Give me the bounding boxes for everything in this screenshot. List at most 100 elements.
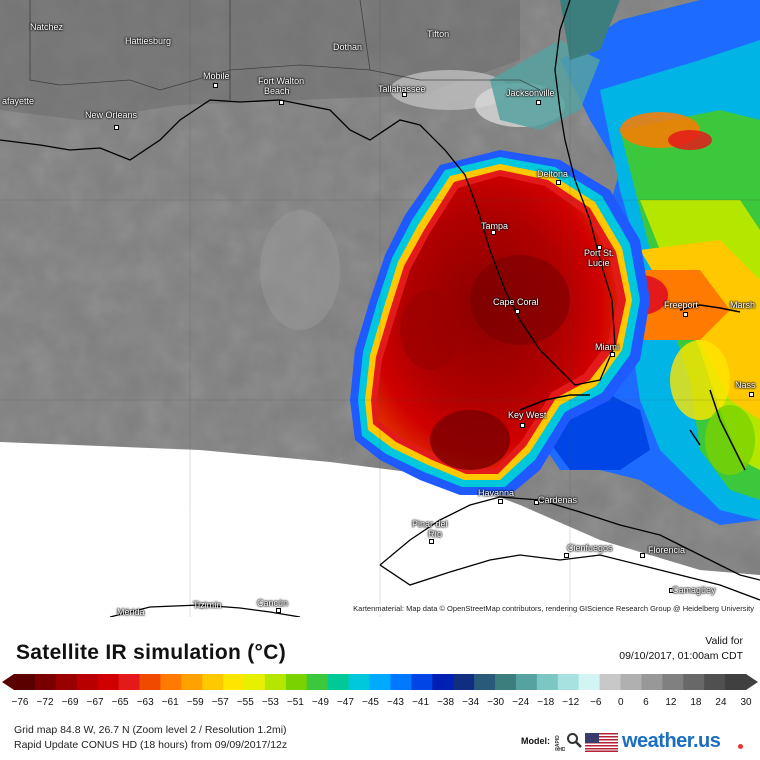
colorbar-tick-label: −53 <box>261 697 279 708</box>
city-dot-jacksonville <box>536 100 541 105</box>
colorbar-tick-label: −76 <box>11 697 29 708</box>
colorbar-tick-label: −34 <box>462 697 480 708</box>
brand-dot-icon <box>738 744 743 749</box>
city-dot-port-st-lucie <box>597 245 602 250</box>
map-canvas <box>0 0 760 617</box>
state-borders <box>29 0 541 100</box>
city-dot-freeport <box>683 312 688 317</box>
colorbar-left-arrow <box>2 674 14 690</box>
page-title: Satellite IR simulation (°C) <box>16 641 286 664</box>
city-dot-mobile <box>213 83 218 88</box>
city-tiziman: Tizimín <box>193 600 222 610</box>
city-dothan: Dothan <box>333 42 363 52</box>
city-dot-miami <box>610 352 615 357</box>
city-cardenas: Cárdenas <box>538 495 578 505</box>
colorbar-swatch <box>369 674 391 690</box>
city-fort-walton-line2: Beach <box>264 86 290 96</box>
city-dot-pinar-del-rio <box>429 539 434 544</box>
brand-logo[interactable]: weather.us <box>622 730 721 752</box>
colorbar <box>2 674 758 690</box>
colorbar-tick-label: −18 <box>537 697 555 708</box>
city-dot-cape-coral <box>515 309 520 314</box>
colorbar-swatch <box>620 674 642 690</box>
colorbar-tick-label: −67 <box>86 697 104 708</box>
colorbar-swatch <box>536 674 559 690</box>
us-flag-icon <box>585 733 618 752</box>
city-dot-tampa <box>491 230 496 235</box>
colorbar-tick-label: 12 <box>665 697 677 708</box>
city-port-st-lucie-line1: Port St. <box>584 248 615 258</box>
city-deltona: Deltona <box>537 169 569 179</box>
colorbar-tick-label: −51 <box>286 697 304 708</box>
colorbar-swatch <box>285 674 308 690</box>
colorbar-tick-label: 30 <box>740 697 752 708</box>
coastlines <box>0 0 760 617</box>
city-dot-camaguey <box>669 588 674 593</box>
city-fort-walton: Fort Walton Beach <box>258 76 304 96</box>
satellite-map[interactable]: Natchez Hattiesburg Dothan Tifton Mobile… <box>0 0 760 617</box>
colorbar-tick-label: −6 <box>590 697 602 708</box>
city-tifton: Tifton <box>427 29 450 39</box>
city-lafayette: afayette <box>2 96 35 106</box>
city-pinar-line1: Pinar del <box>412 519 448 529</box>
colorbar-tick-label: −47 <box>336 697 354 708</box>
svg-text:RAPID: RAPID <box>555 735 561 751</box>
city-dot-key-west <box>520 423 525 428</box>
colorbar-swatch <box>599 674 622 690</box>
colorbar-swatch <box>139 674 161 690</box>
colorbar-tick-label: −12 <box>562 697 580 708</box>
city-camaguey: Camagüey <box>672 585 716 595</box>
city-marsh: Marsh <box>730 300 756 310</box>
colorbar-swatch <box>704 674 726 690</box>
map-attribution: Kartenmaterial: Map data © OpenStreetMap… <box>351 604 756 614</box>
grid-info: Grid map 84.8 W, 26.7 N (Zoom level 2 / … <box>14 724 287 736</box>
city-nassau: Nass <box>735 380 756 390</box>
colorbar-swatch <box>411 674 433 690</box>
city-dot-cancun <box>276 608 281 613</box>
city-merida: Mérida <box>117 607 145 617</box>
city-dot-cardenas <box>534 500 539 505</box>
legend-panel: Satellite IR simulation (°C) Valid for 0… <box>0 617 760 760</box>
colorbar-swatch <box>348 674 371 690</box>
city-dot-new-orleans <box>114 125 119 130</box>
city-jacksonville: Jacksonville <box>506 88 555 98</box>
city-key-west: Key West <box>508 410 547 420</box>
city-dot-deltona <box>556 180 561 185</box>
colorbar-swatch <box>34 674 57 690</box>
colorbar-tick-label: −41 <box>412 697 430 708</box>
colorbar-swatch <box>474 674 496 690</box>
colorbar-swatch <box>725 674 747 690</box>
colorbar-tick-label: −49 <box>311 697 329 708</box>
colorbar-swatch <box>453 674 475 690</box>
colorbar-swatch <box>244 674 266 690</box>
svg-text:HD: HD <box>558 747 565 753</box>
colorbar-swatch <box>14 674 36 690</box>
colorbar-swatch <box>495 674 517 690</box>
colorbar-swatch <box>641 674 663 690</box>
city-cienfuegos: Cienfuegos <box>567 543 613 553</box>
colorbar-swatch <box>306 674 329 690</box>
city-port-st-lucie: Port St. Lucie <box>584 248 614 268</box>
valid-time: 09/10/2017, 01:00am CDT <box>619 650 743 662</box>
colorbar-tick-label: −30 <box>487 697 505 708</box>
city-havanna: Havanna <box>478 488 515 498</box>
colorbar-swatch <box>202 674 224 690</box>
colorbar-swatch <box>264 674 287 690</box>
colorbar-tick-label: 24 <box>715 697 727 708</box>
colorbar-swatch <box>683 674 705 690</box>
colorbar-swatch <box>578 674 601 690</box>
colorbar-tick-label: −61 <box>161 697 179 708</box>
colorbar-tick-label: −72 <box>36 697 54 708</box>
colorbar-tick-label: −38 <box>437 697 455 708</box>
colorbar-tick-label: −55 <box>236 697 254 708</box>
city-hattiesburg: Hattiesburg <box>125 36 172 46</box>
city-new-orleans: New Orleans <box>85 110 138 120</box>
city-port-st-lucie-line2: Lucie <box>588 258 610 268</box>
city-natchez: Natchez <box>30 22 64 32</box>
valid-for-label: Valid for <box>705 635 743 647</box>
colorbar-tick-label: −43 <box>387 697 404 708</box>
city-tallahassee: Tallahassee <box>378 84 426 94</box>
city-dot-fort-walton <box>279 100 284 105</box>
colorbar-swatch <box>662 674 684 690</box>
city-dot-cienfuegos <box>564 553 569 558</box>
